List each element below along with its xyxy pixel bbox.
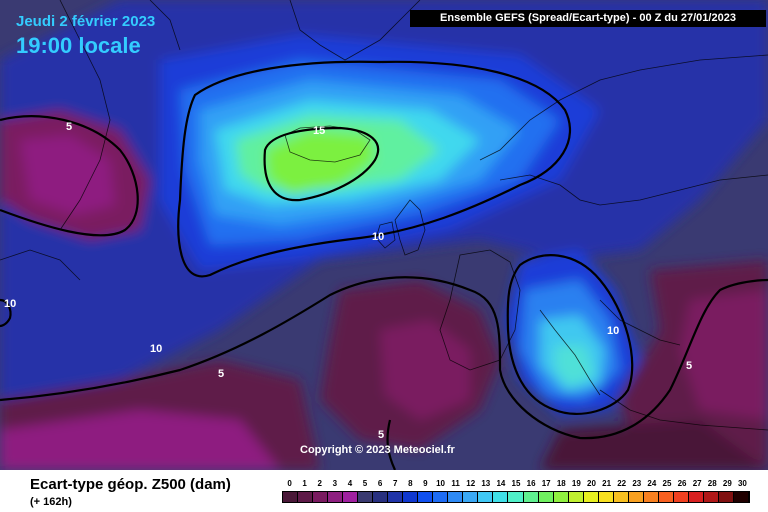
scale-swatch [628,492,644,502]
scale-tick-label: 17 [541,479,551,488]
scale-swatch [688,492,704,502]
scale-swatch [553,492,569,502]
scale-tick-label: 27 [692,479,702,488]
scale-swatch [703,492,719,502]
contour-10-edge [0,298,12,328]
scale-tick-label: 4 [347,479,353,488]
scale-tick-label: 15 [511,479,521,488]
scale-swatch [643,492,659,502]
contour-label: 10 [607,325,620,337]
forecast-map: Jeudi 2 février 2023 19:00 locale Ensemb… [0,0,768,470]
scale-swatch [613,492,629,502]
contour-label: 10 [4,298,17,310]
scale-tick-label: 13 [481,479,491,488]
forecast-time: 19:00 locale [16,33,141,58]
contour-label: 5 [66,121,73,133]
shaded-spread-field [0,0,768,470]
scale-tick-label: 25 [662,479,672,488]
contour-5-west [0,115,139,237]
scale-swatch [658,492,674,502]
scale-tick-label: 21 [602,479,612,488]
scale-tick-label: 1 [302,479,307,488]
scale-swatch [673,492,689,502]
scale-tick-label: 23 [632,479,642,488]
scale-tick-label: 14 [496,479,506,488]
scale-tick-label: 29 [722,479,732,488]
scale-swatch [508,492,524,502]
scale-tick-label: 8 [408,479,413,488]
lead-time: (+ 162h) [30,496,72,508]
scale-swatch [373,492,389,502]
spread-field-map [0,0,768,470]
scale-swatch [598,492,614,502]
scale-tick-label: 24 [647,479,657,488]
scale-tick-label: 3 [332,479,338,488]
contour-label: 10 [372,231,385,243]
scale-swatch [583,492,599,502]
scale-swatch [313,492,329,502]
scale-swatch [358,492,374,502]
parameter-title: Ecart-type géop. Z500 (dam) [30,476,231,493]
scale-tick-label: 30 [737,479,747,488]
scale-tick-label: 22 [617,479,627,488]
scale-swatch [403,492,419,502]
scale-swatch [388,492,404,502]
forecast-date: Jeudi 2 février 2023 [16,13,156,30]
scale-swatch [733,492,749,502]
contour-label: 10 [150,343,163,355]
scale-swatch [283,492,299,502]
scale-swatch [568,492,584,502]
contour-label: 5 [218,368,225,380]
contour-10-south [506,254,634,415]
scale-tick-label: 5 [362,479,368,488]
scale-tick-label: 20 [587,479,596,488]
scale-tick-label: 7 [392,479,398,488]
contour-15 [263,126,380,202]
contour-label: 15 [313,125,326,137]
scale-swatch [538,492,554,502]
contour-label: 5 [686,360,693,372]
scale-swatch [448,492,464,502]
scale-tick-label: 26 [677,479,687,488]
scale-tick-label: 10 [436,479,445,488]
scale-tick-label: 2 [317,479,322,488]
contour-10-north [177,60,571,278]
contour-label: 5 [378,429,385,441]
scale-swatch [493,492,509,502]
scale-tick-label: 12 [466,479,476,488]
contour-5-bottom [386,419,396,470]
scale-swatch [718,492,734,502]
coastlines [0,0,768,431]
scale-swatch [433,492,449,502]
scale-tick-label: 18 [556,479,566,488]
scale-swatch [478,492,494,502]
scale-tick-label: 19 [571,479,581,488]
scale-tick-label: 11 [451,479,460,488]
scale-tick-label: 28 [707,479,717,488]
scale-swatch [328,492,344,502]
scale-swatch [523,492,539,502]
scale-swatch [418,492,434,502]
color-scale-ticks: 0 1 2 3 4 5 6 7 8 9 10 11 12 13 14 15 16 17 18 19 20 21 22 23 24… [282,479,750,491]
scale-swatch [463,492,479,502]
scale-swatch [298,492,314,502]
scale-tick-label: 9 [423,479,428,488]
run-info: Ensemble GEFS (Spread/Ecart-type) - 00 Z… [410,10,766,27]
contour-lines [0,60,768,470]
scale-tick-label: 6 [377,479,383,488]
copyright-notice: Copyright © 2023 Meteociel.fr [300,444,455,456]
color-scale-bar [282,491,750,503]
scale-swatch [343,492,359,502]
scale-tick-label: 16 [526,479,536,488]
scale-tick-label: 0 [287,479,292,488]
contour-5-south [0,276,768,440]
